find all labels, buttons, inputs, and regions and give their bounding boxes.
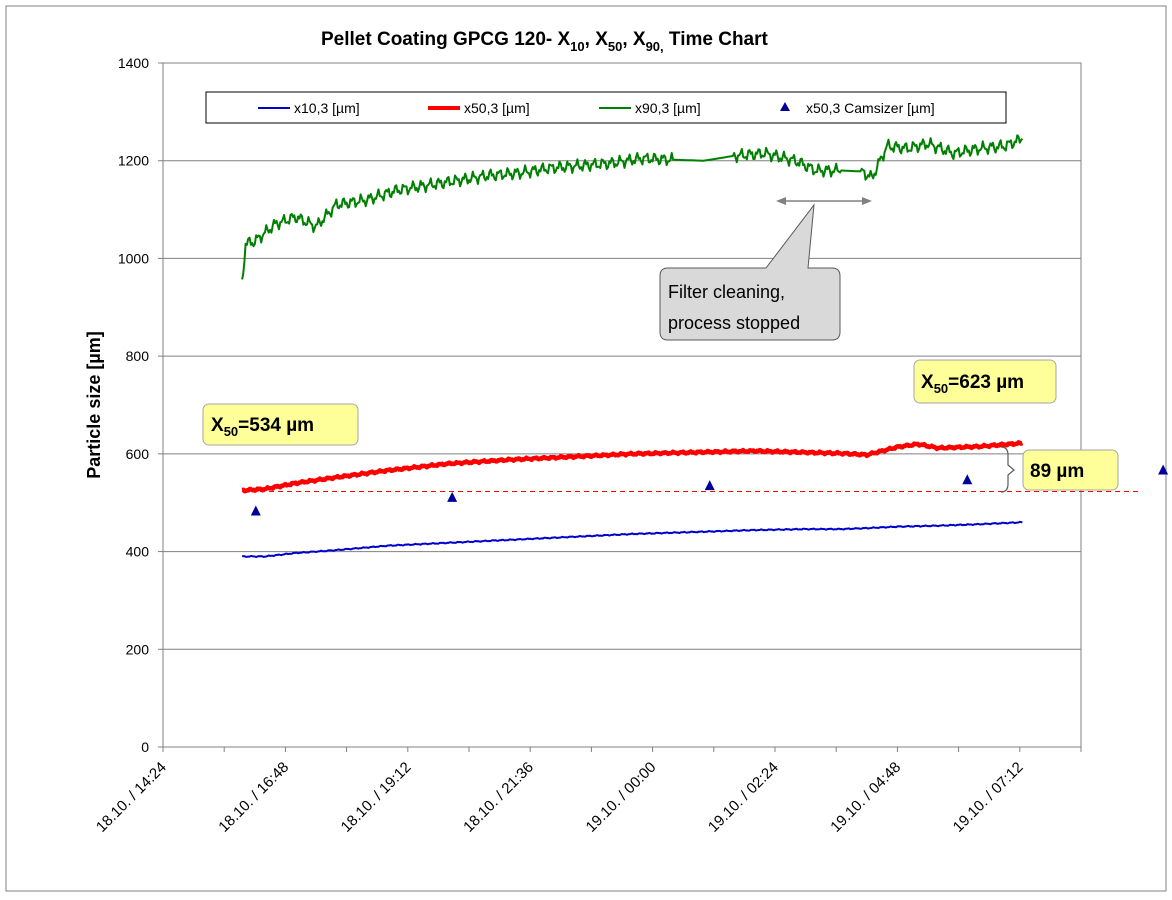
difference-label: 89 µm [1030, 461, 1084, 482]
x50-start-badge-box [202, 403, 359, 446]
arrow-right-icon [862, 197, 872, 205]
y-tick-label: 600 [126, 446, 150, 462]
camsizer-point [250, 505, 261, 516]
camsizer-point [447, 491, 458, 502]
legend-x90-label: x90,3 [µm] [635, 100, 701, 116]
difference-badge-box [1022, 449, 1119, 491]
x50-end-badge: X50=623 µm [913, 359, 1057, 404]
series-line-x50 [241, 440, 1024, 494]
series-line-x10 [241, 520, 1023, 558]
series-line-x90 [241, 134, 1024, 280]
difference-bracket [1000, 446, 1015, 493]
legend-x10-label: x10,3 [µm] [294, 100, 360, 116]
filter-cleaning-text-line1: Filter cleaning, [668, 282, 785, 302]
y-tick-label: 200 [126, 641, 150, 657]
y-tick-label: 1000 [118, 250, 149, 266]
legend-camsizer-marker [780, 102, 790, 111]
y-tick-label: 0 [141, 739, 149, 755]
x50-start-label: X50=534 µm [211, 415, 314, 439]
y-axis-label: Particle size [µm] [84, 331, 104, 478]
camsizer-point [962, 474, 973, 485]
y-tick-label: 1400 [118, 55, 149, 71]
x50-end-label: X50=623 µm [921, 372, 1024, 396]
filter-cleaning-annotation: Filter cleaning, process stopped [659, 197, 872, 341]
x50-start-badge: X50=534 µm [202, 403, 359, 446]
filter-cleaning-callout [659, 203, 841, 341]
chart-title: Pellet Coating GPCG 120- X10, X50, X90, … [321, 29, 769, 54]
y-tick-label: 1200 [118, 153, 149, 169]
filter-cleaning-text-line2: process stopped [668, 313, 800, 333]
arrow-left-icon [776, 197, 786, 205]
series-layer [241, 134, 1169, 558]
x50-end-badge-box [913, 359, 1057, 404]
legend: x10,3 [µm] x50,3 [µm] x90,3 [µm] x50,3 C… [205, 91, 1007, 124]
difference-badge: 89 µm [1022, 449, 1119, 491]
camsizer-point [704, 480, 715, 491]
y-tick-label: 400 [126, 544, 150, 560]
camsizer-point [1158, 464, 1169, 475]
y-tick-label: 800 [126, 348, 150, 364]
legend-x50-label: x50,3 [µm] [464, 100, 530, 116]
legend-camsizer-label: x50,3 Camsizer [µm] [806, 100, 935, 116]
